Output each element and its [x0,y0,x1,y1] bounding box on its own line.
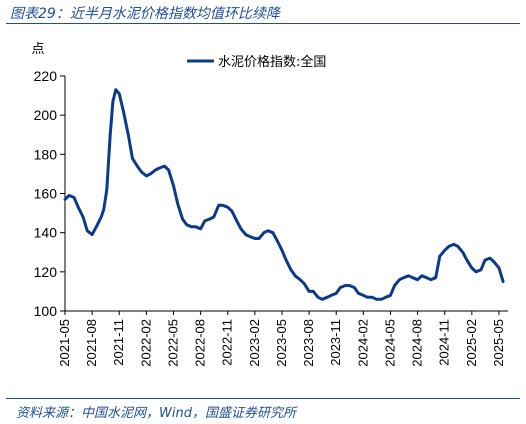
y-tick-label: 220 [34,68,58,84]
x-tick-label: 2022-11 [220,319,235,366]
y-tick-label: 180 [34,146,58,162]
x-tick-label: 2024-02 [355,319,370,367]
x-tick-label: 2022-02 [138,319,153,367]
x-tick-label: 2025-02 [464,319,479,367]
x-tick-label: 2023-02 [247,319,262,367]
source-note: 资料来源：中国水泥网，Wind，国盛证券研究所 [16,406,296,421]
x-tick-label: 2023-05 [274,319,289,367]
x-tick-label: 2023-11 [328,319,343,366]
x-tick-label: 2024-05 [382,319,397,367]
x-tick-label: 2021-05 [57,319,72,367]
figure-title: 图表29：近半月水泥价格指数均值环比续降 [10,6,280,22]
x-tick-label: 2023-08 [301,319,316,367]
x-tick-label: 2024-08 [410,319,425,367]
y-tick-label: 160 [34,186,58,202]
y-tick-label: 140 [34,225,58,241]
x-tick-label: 2022-08 [193,319,208,367]
source-divider [6,398,520,399]
x-tick-label: 2022-05 [165,319,180,367]
series-line [63,88,505,301]
y-tick-label: 120 [34,264,58,280]
legend: 水泥价格指数:全国 [187,54,326,70]
title-divider [6,23,520,24]
x-tick-label: 2024-11 [437,319,452,366]
legend-label: 水泥价格指数:全国 [218,54,326,70]
y-tick-label: 200 [34,107,58,123]
x-tick-label: 2021-11 [111,319,126,366]
x-tick-label: 2021-08 [84,319,99,367]
y-tick-label: 100 [34,303,58,319]
x-tick-label: 2025-05 [491,319,506,367]
y-axis-unit-label: 点 [31,42,44,57]
